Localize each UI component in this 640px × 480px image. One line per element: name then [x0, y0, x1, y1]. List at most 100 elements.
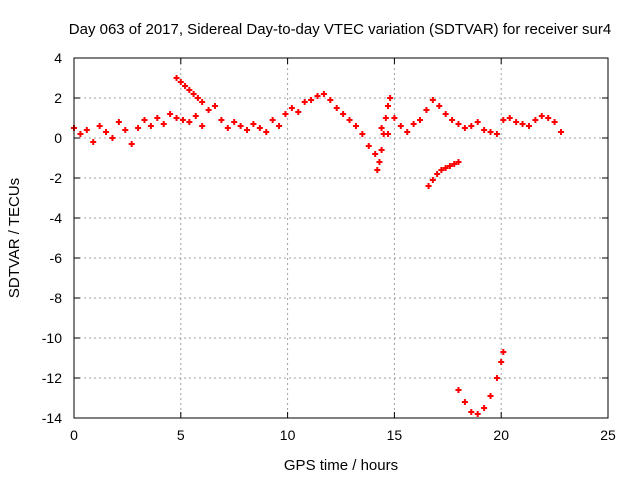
data-point	[506, 115, 513, 121]
data-point	[224, 125, 231, 131]
data-point	[301, 99, 308, 105]
plot-frame	[73, 57, 609, 419]
data-point	[352, 123, 359, 129]
data-point	[333, 105, 340, 111]
data-point	[147, 123, 154, 129]
data-point	[192, 113, 199, 119]
data-point	[438, 167, 445, 173]
data-point	[359, 131, 366, 137]
data-point	[218, 117, 225, 123]
series-arc-near-19h	[455, 349, 507, 417]
chart-title: Day 063 of 2017, Sidereal Day-to-day VTE…	[69, 21, 611, 38]
data-point	[327, 97, 334, 103]
x-axis-label: GPS time / hours	[284, 457, 398, 474]
data-point	[83, 127, 90, 133]
data-point	[436, 103, 443, 109]
data-point	[250, 121, 257, 127]
data-point	[374, 167, 381, 173]
data-point	[545, 115, 552, 121]
data-point	[378, 125, 385, 131]
data-point	[190, 91, 197, 97]
data-point	[532, 117, 539, 123]
data-point	[391, 115, 398, 121]
series-arc-near-17h	[425, 159, 462, 189]
data-point	[237, 123, 244, 129]
data-point	[173, 115, 180, 121]
data-point	[498, 359, 505, 365]
x-tick-label: 0	[70, 427, 78, 443]
data-point	[199, 99, 206, 105]
data-point	[194, 95, 201, 101]
data-point	[256, 125, 263, 131]
data-point	[404, 129, 411, 135]
data-point	[340, 111, 347, 117]
data-point	[513, 119, 520, 125]
data-point	[455, 159, 462, 165]
y-tick-label: -10	[42, 330, 62, 346]
data-point	[525, 123, 532, 129]
y-tick-label: 2	[54, 90, 62, 106]
y-tick-label: -8	[50, 290, 63, 306]
data-point	[346, 117, 353, 123]
y-tick-label: -6	[50, 250, 63, 266]
data-point	[474, 119, 481, 125]
data-point	[474, 411, 481, 417]
data-point	[141, 117, 148, 123]
x-axis-ticks: 0 5 10 15 20 25	[70, 58, 616, 443]
series-arc-near-14-3h	[374, 95, 394, 173]
data-point	[376, 159, 383, 165]
data-point	[288, 105, 295, 111]
data-point	[461, 399, 468, 405]
data-point	[90, 139, 97, 145]
data-point	[538, 113, 545, 119]
data-point	[160, 121, 167, 127]
data-point	[446, 163, 453, 169]
data-point	[551, 119, 558, 125]
data-point	[109, 135, 116, 141]
data-point	[468, 123, 475, 129]
data-point	[135, 125, 142, 131]
data-point	[449, 117, 456, 123]
data-point	[380, 131, 387, 137]
data-point	[384, 103, 391, 109]
data-point	[468, 409, 475, 415]
y-tick-label: 4	[54, 50, 62, 66]
series-satellite-arcs	[71, 91, 565, 157]
data-point	[173, 75, 180, 81]
data-point	[500, 117, 507, 123]
data-point	[122, 127, 129, 133]
data-point	[77, 131, 84, 137]
data-point	[442, 111, 449, 117]
data-point	[365, 143, 372, 149]
data-point	[167, 111, 174, 117]
data-point	[177, 79, 184, 85]
data-point	[434, 171, 441, 177]
data-point	[186, 87, 193, 93]
data-point	[115, 119, 122, 125]
data-point	[103, 129, 110, 135]
y-tick-label: -2	[50, 170, 63, 186]
data-point	[182, 83, 189, 89]
data-point	[487, 393, 494, 399]
data-point	[425, 183, 432, 189]
series-arc-near-5h	[173, 75, 206, 105]
x-tick-label: 10	[280, 427, 296, 443]
data-point	[382, 115, 389, 121]
x-tick-label: 5	[177, 427, 185, 443]
data-point	[179, 117, 186, 123]
y-axis-ticks: 4 2 0 -2 -4 -6 -8 -10 -12 -14	[42, 50, 608, 426]
data-point	[519, 121, 526, 127]
data-point	[481, 405, 488, 411]
data-point	[282, 111, 289, 117]
x-tick-label: 15	[387, 427, 403, 443]
data-point	[493, 375, 500, 381]
data-point	[231, 119, 238, 125]
data-point	[128, 141, 135, 147]
data-point	[487, 129, 494, 135]
data-point	[461, 125, 468, 131]
data-point	[276, 123, 283, 129]
data-point	[500, 349, 507, 355]
y-tick-label: 0	[54, 130, 62, 146]
data-point	[314, 93, 321, 99]
data-point	[481, 127, 488, 133]
